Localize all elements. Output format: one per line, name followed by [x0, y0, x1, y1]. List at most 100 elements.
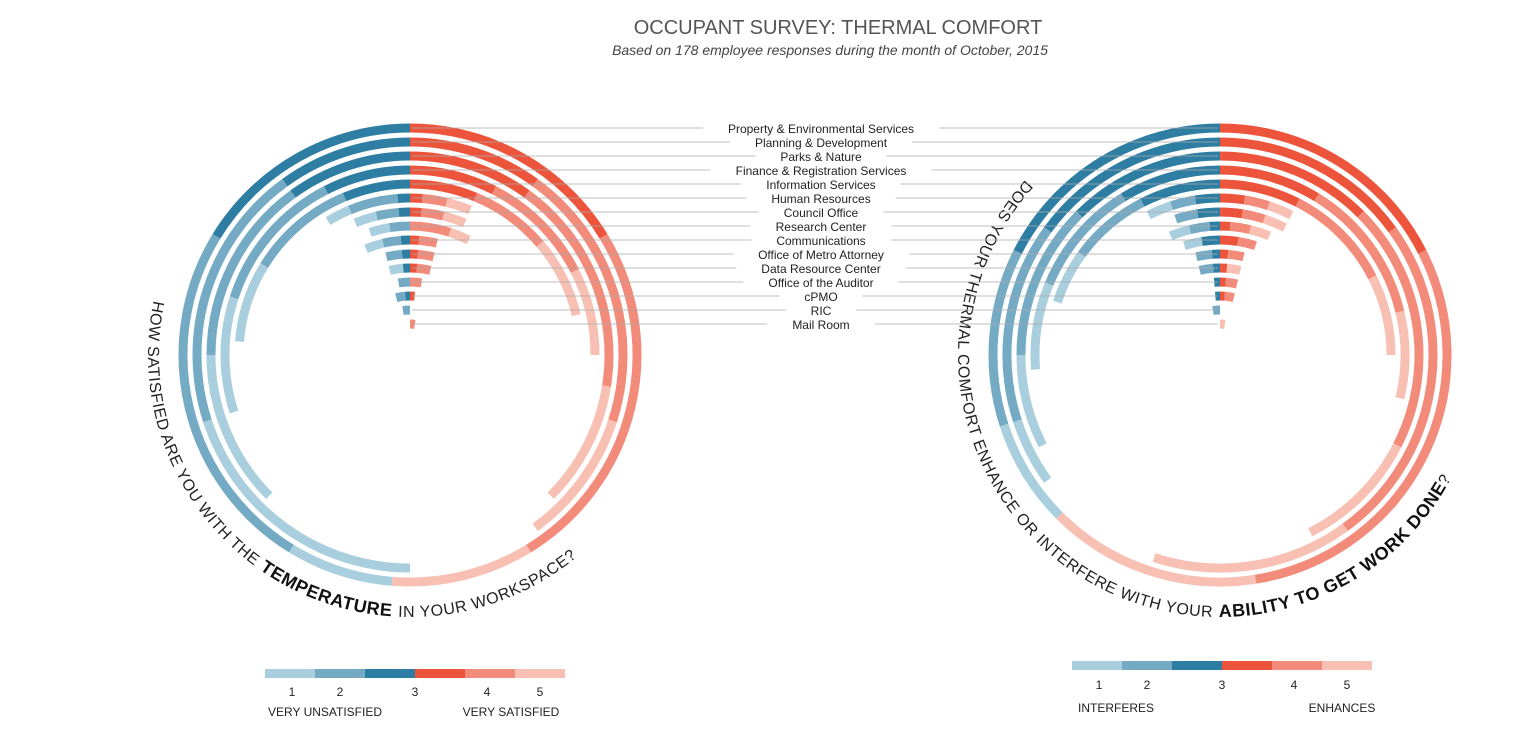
- arc-segment: [1044, 137, 1221, 233]
- arc-segment: [364, 238, 385, 253]
- arc-segment: [445, 197, 472, 215]
- department-label: Planning & Development: [755, 136, 888, 150]
- arc-segment: [229, 186, 329, 300]
- arc-segment: [1152, 523, 1348, 573]
- legend-low: INTERFERES: [1078, 701, 1154, 715]
- arc-segment: [212, 123, 411, 239]
- arc-segment: [342, 179, 411, 202]
- arc-segment: [448, 228, 471, 245]
- legend-label: 3: [412, 685, 419, 699]
- arc-segment: [473, 192, 544, 247]
- arc-segment: [1056, 512, 1257, 587]
- department-label: Finance & Registration Services: [736, 164, 907, 178]
- legend-swatch: [1222, 661, 1272, 670]
- arc-segment: [1016, 354, 1047, 448]
- arc-segment: [395, 291, 406, 303]
- arc-segment: [260, 192, 347, 269]
- department-label: Office of the Auditor: [768, 276, 873, 290]
- legend-low: VERY UNSATISFIED: [268, 705, 382, 719]
- arc-segment: [409, 151, 530, 198]
- legend-swatch: [465, 669, 515, 678]
- arc-segment: [323, 165, 411, 195]
- arc-segment: [289, 544, 393, 586]
- legend-label: 5: [537, 685, 544, 699]
- legend-swatch: [415, 669, 465, 678]
- arc-segment: [524, 190, 614, 387]
- legend-swatch: [365, 669, 415, 678]
- arc-segment: [206, 190, 296, 356]
- arc-segment: [1357, 211, 1424, 448]
- arc-segment: [1198, 263, 1214, 275]
- arc-segment: [1219, 137, 1396, 233]
- arc-segment: [235, 263, 269, 342]
- arc-segment: [999, 423, 1063, 519]
- arc-segment: [1224, 291, 1235, 303]
- arc-segment: [409, 137, 538, 187]
- arc-segment: [1013, 123, 1221, 254]
- arc-segment: [1195, 249, 1213, 262]
- arc-segment: [402, 305, 411, 316]
- arc-segment: [409, 221, 452, 237]
- arc-segment: [1308, 443, 1402, 537]
- arc-segment: [417, 249, 435, 262]
- legend-high: ENHANCES: [1309, 701, 1376, 715]
- department-label: Information Services: [766, 178, 875, 192]
- arc-segment: [1016, 211, 1083, 356]
- arc-segment: [1219, 207, 1244, 219]
- arc-segment: [397, 277, 411, 288]
- arc-segment: [536, 241, 581, 317]
- legend-swatch: [1272, 661, 1322, 670]
- arc-segment: [388, 263, 404, 275]
- department-label: Data Resource Center: [761, 262, 880, 276]
- arc-segment: [1262, 214, 1287, 232]
- arc-segment: [1078, 198, 1145, 258]
- department-label: RIC: [811, 304, 832, 318]
- arc-segment: [1013, 419, 1052, 483]
- arc-segment: [375, 207, 400, 221]
- arc-segment: [416, 263, 432, 275]
- arc-segment: [421, 193, 448, 207]
- legend-label: 1: [289, 685, 296, 699]
- chart-title: OCCUPANT SURVEY: THERMAL COMFORT: [634, 17, 1043, 39]
- department-label: Human Resources: [771, 192, 870, 206]
- arc-segment: [368, 223, 391, 237]
- arc-segment: [1219, 179, 1300, 207]
- legend-swatch: [1072, 661, 1122, 670]
- arc-segment: [192, 179, 288, 423]
- department-label: Mail Room: [792, 318, 849, 332]
- arc-segment: [178, 234, 294, 553]
- arc-segment: [1342, 227, 1438, 531]
- arc-segment: [1241, 209, 1266, 224]
- arc-segment: [290, 151, 411, 198]
- arc-segment: [1237, 236, 1257, 250]
- legend-label: 2: [337, 685, 344, 699]
- arc-segment: [532, 179, 628, 423]
- arc-segment: [220, 296, 239, 414]
- arc-segment: [1188, 221, 1211, 234]
- department-label: Council Office: [784, 206, 859, 220]
- department-label: cPMO: [804, 290, 837, 304]
- arc-segment: [203, 419, 411, 573]
- arc-segment: [389, 221, 411, 233]
- legend-swatch: [315, 669, 365, 678]
- legend-label: 2: [1144, 678, 1151, 692]
- arc-segment: [1053, 251, 1086, 304]
- arc-segment: [491, 186, 579, 274]
- arc-segment: [1314, 193, 1405, 313]
- department-label: Office of Metro Attorney: [758, 248, 884, 262]
- department-label: Communications: [776, 234, 865, 248]
- arc-segment: [348, 193, 399, 215]
- department-label: Parks & Nature: [780, 150, 862, 164]
- arc-segment: [1248, 225, 1272, 241]
- arc-segment: [1002, 227, 1052, 423]
- arc-segment: [547, 385, 611, 499]
- arc-segment: [385, 249, 403, 262]
- arc-segment: [325, 205, 352, 226]
- legend-swatch: [265, 669, 315, 678]
- arc-segment: [1196, 207, 1221, 219]
- arc-segment: [1174, 209, 1199, 224]
- department-label: Research Center: [776, 220, 867, 234]
- arc-segment: [391, 544, 531, 587]
- arc-segment: [1227, 249, 1245, 262]
